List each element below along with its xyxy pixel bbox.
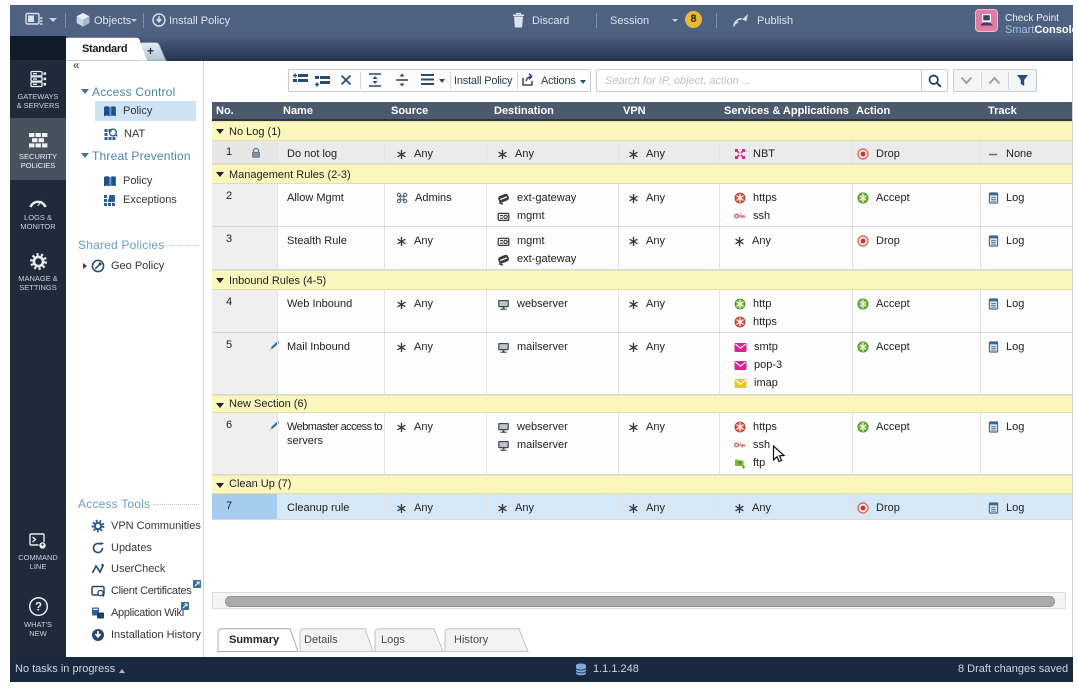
svg-text:?: ? [34, 602, 41, 614]
